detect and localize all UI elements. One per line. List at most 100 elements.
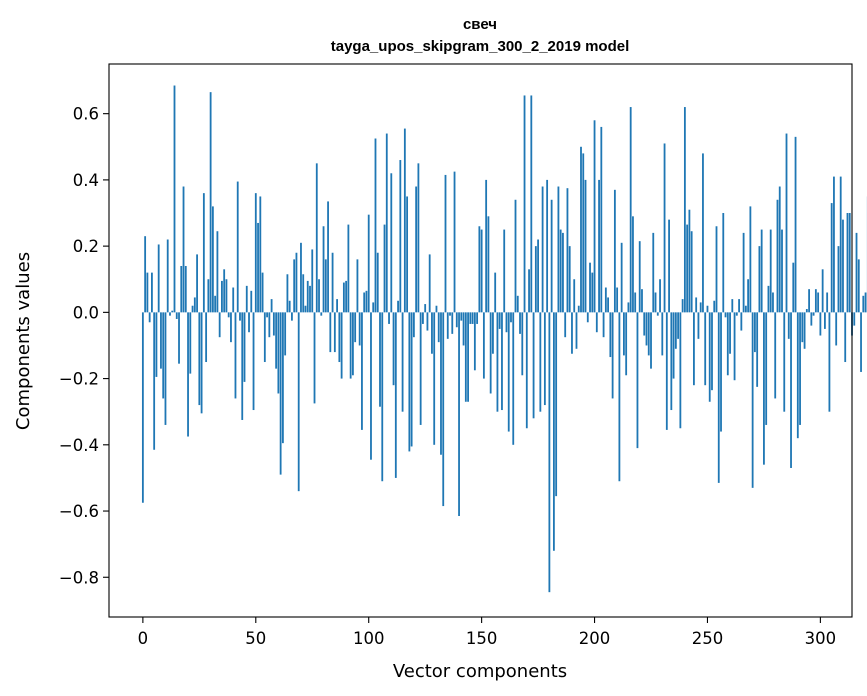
bar-component-246	[697, 312, 700, 339]
bar-component-54	[263, 312, 266, 363]
bar-component-71	[302, 274, 305, 313]
bar-component-199	[591, 272, 594, 313]
bar-component-45	[243, 312, 246, 382]
bar-component-156	[494, 272, 497, 313]
bar-component-183	[555, 312, 558, 497]
bar-component-282	[778, 186, 781, 313]
bar-component-11	[166, 239, 169, 313]
bar-component-53	[261, 272, 264, 313]
bar-component-271	[753, 312, 756, 353]
bar-component-122	[417, 163, 420, 313]
bar-component-260	[729, 312, 731, 354]
bar-component-236	[674, 312, 677, 349]
bar-component-77	[315, 163, 318, 313]
bar-component-66	[291, 312, 293, 321]
bar-component-169	[523, 95, 526, 313]
bar-component-237	[677, 312, 680, 339]
bar-component-139	[455, 312, 458, 328]
bar-component-103	[374, 138, 377, 313]
bar-component-48	[250, 290, 253, 313]
bar-component-49	[252, 312, 255, 411]
bar-component-62	[281, 312, 284, 444]
bar-component-9	[162, 312, 165, 399]
bar-component-90	[345, 280, 348, 313]
bar-component-107	[383, 224, 386, 313]
bar-component-1	[144, 236, 147, 313]
x-tick-label: 200	[579, 629, 611, 648]
bar-component-178	[543, 312, 546, 406]
bar-component-210	[616, 287, 619, 313]
bar-component-296	[810, 312, 813, 326]
bar-component-223	[645, 312, 648, 346]
bar-component-149	[478, 226, 481, 313]
bar-component-285	[785, 133, 788, 313]
bar-component-14	[173, 85, 176, 313]
bar-component-235	[672, 312, 675, 379]
bar-component-231	[663, 143, 666, 313]
bar-component-6	[155, 312, 158, 377]
bar-component-214	[625, 312, 628, 376]
bar-component-168	[521, 312, 524, 376]
bar-component-101	[370, 312, 372, 460]
bar-component-174	[534, 246, 537, 313]
bar-component-159	[501, 312, 503, 411]
bar-component-173	[532, 312, 535, 419]
bar-component-213	[623, 312, 625, 356]
bar-component-69	[297, 312, 300, 492]
bar-component-269	[749, 206, 752, 313]
bar-component-108	[385, 133, 388, 313]
bar-component-316	[855, 232, 858, 313]
bar-component-301	[821, 269, 824, 313]
bar-component-276	[765, 312, 768, 425]
bar-component-13	[171, 310, 174, 313]
bar-component-59	[275, 312, 278, 369]
bar-component-129	[433, 312, 436, 445]
bar-component-120	[412, 312, 415, 338]
bar-component-218	[634, 292, 637, 313]
bar-component-201	[595, 312, 598, 333]
bar-component-160	[503, 229, 506, 313]
bar-component-105	[379, 312, 381, 407]
x-tick-label: 50	[245, 629, 266, 648]
bar-component-134	[444, 174, 447, 313]
x-axis-ticks: 0 50 100 150 200 250 300	[138, 617, 837, 648]
bar-component-140	[458, 312, 460, 516]
bar-component-290	[796, 312, 799, 439]
bar-component-117	[406, 196, 409, 313]
x-tick-label: 300	[805, 629, 837, 648]
bar-component-56	[268, 312, 271, 338]
bar-component-153	[487, 216, 490, 313]
bar-component-0	[141, 312, 144, 503]
bar-component-47	[248, 312, 250, 333]
bar-component-279	[772, 292, 774, 313]
bar-component-73	[306, 280, 309, 313]
bar-component-51	[257, 222, 259, 313]
bar-component-12	[169, 312, 171, 316]
bar-component-17	[180, 265, 183, 313]
bar-component-74	[309, 285, 311, 313]
bar-component-99	[365, 290, 368, 313]
bar-component-113	[397, 300, 399, 313]
bar-component-239	[681, 299, 684, 313]
bar-component-138	[453, 171, 456, 313]
bar-component-261	[731, 299, 734, 313]
bar-component-135	[446, 312, 449, 339]
bar-component-198	[589, 262, 591, 313]
bar-component-152	[485, 179, 488, 313]
bar-component-61	[279, 312, 282, 475]
bar-component-177	[541, 186, 544, 313]
bar-component-247	[699, 302, 702, 313]
bar-component-40	[232, 287, 235, 313]
bar-component-143	[464, 312, 467, 402]
bar-component-30	[209, 92, 212, 313]
bar-component-22	[191, 305, 194, 313]
bar-component-219	[636, 312, 639, 449]
bar-component-20	[187, 312, 189, 437]
bar-component-133	[442, 312, 445, 507]
bar-component-3	[148, 312, 151, 323]
bar-component-309	[839, 176, 842, 313]
bar-component-137	[451, 312, 454, 334]
bar-component-278	[769, 229, 772, 313]
bar-component-100	[367, 214, 370, 313]
bar-component-170	[525, 312, 528, 429]
